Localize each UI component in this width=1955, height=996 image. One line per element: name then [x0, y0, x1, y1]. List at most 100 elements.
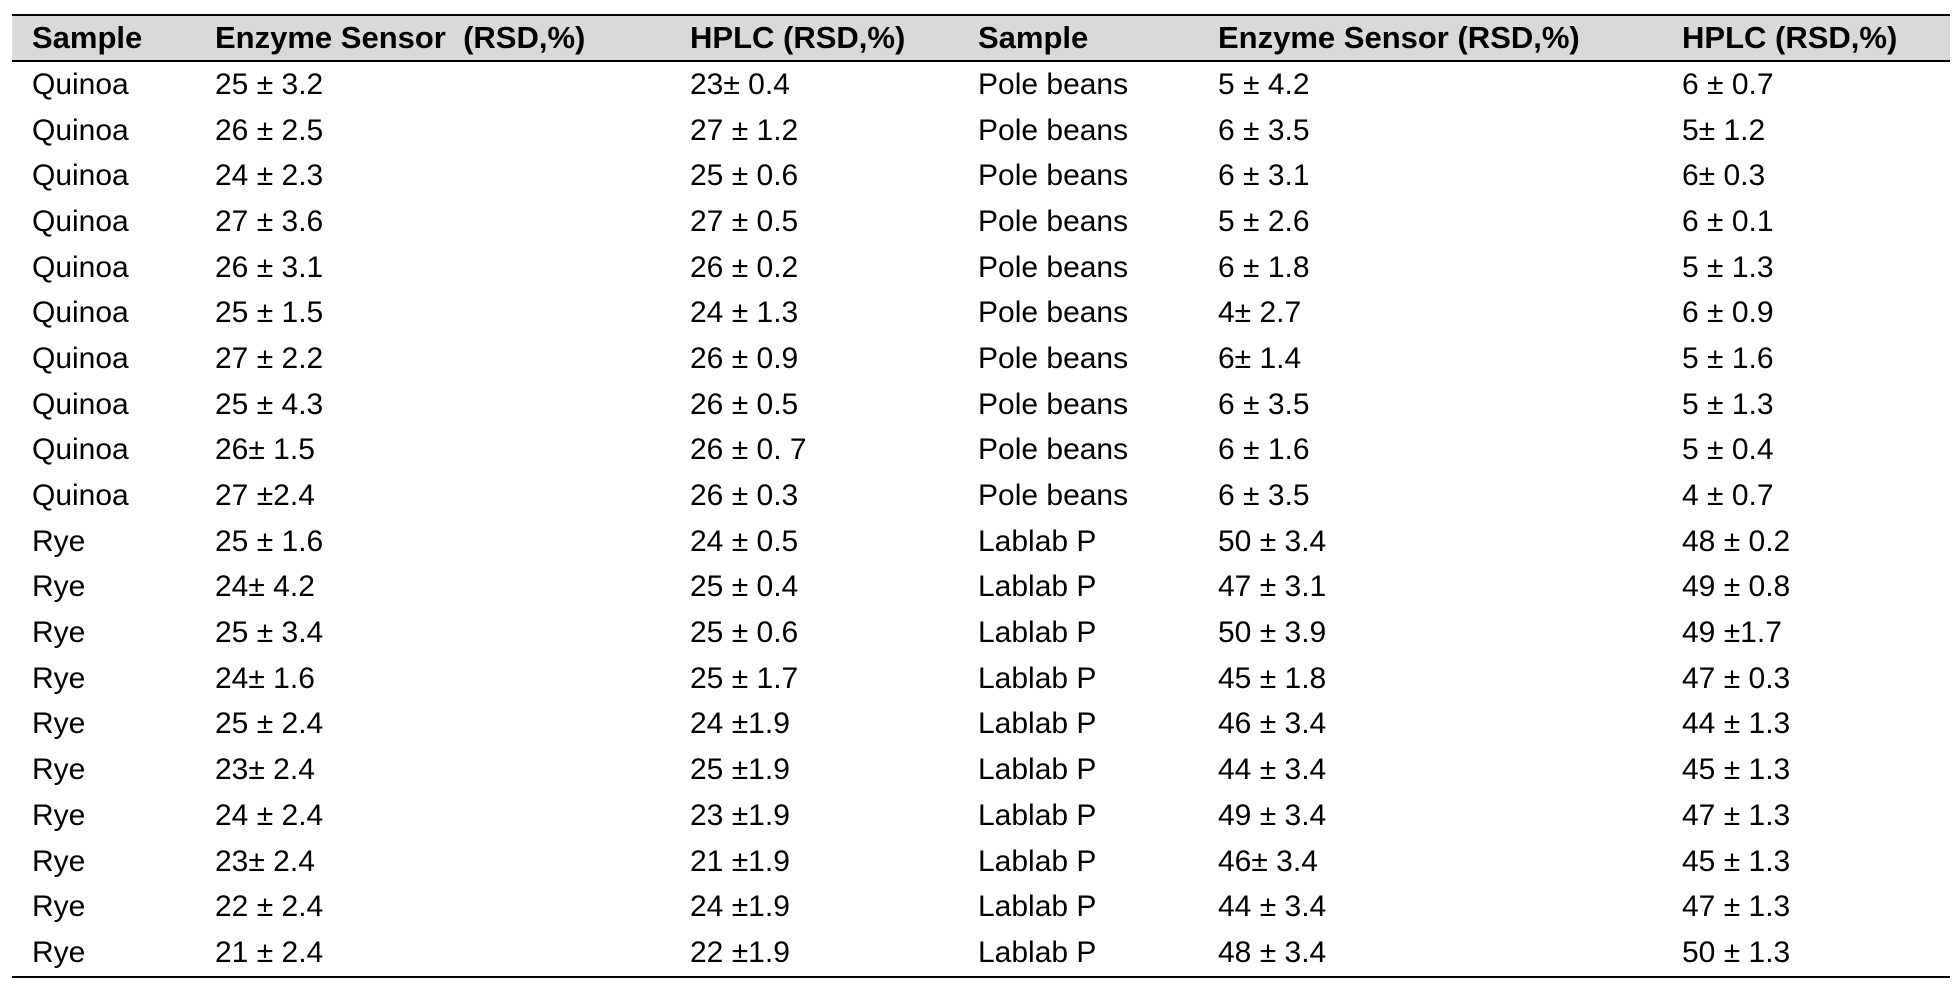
cell-enzyme-sensor-right: 5 ± 4.2	[1218, 67, 1310, 101]
cell-hplc-left: 25 ± 0.6	[690, 616, 799, 650]
table-row: Rye 24± 4.2 25 ± 0.4 Lablab P 47 ± 3.1 49 ± 0…	[12, 565, 1950, 611]
table-row: Quinoa 25 ± 1.5 24 ± 1.3 Pole beans 4± 2.7 6 …	[12, 290, 1950, 336]
cell-hplc-right: 45 ± 1.3	[1682, 753, 1791, 787]
cell-sample-left: Rye	[32, 524, 86, 558]
cell-sample-left: Rye	[32, 570, 86, 604]
cell-enzyme-sensor-left: 27 ±2.4	[215, 479, 315, 513]
header-sample-left: Sample	[12, 14, 195, 62]
table-body: Quinoa 25 ± 3.2 23± 0.4 Pole beans 5 ± 4.2 6 …	[12, 61, 1950, 978]
cell-sample-right: Lablab P	[978, 798, 1097, 832]
cell-hplc-left: 23 ±1.9	[690, 798, 790, 832]
cell-sample-right: Lablab P	[978, 661, 1097, 695]
cell-enzyme-sensor-left: 21 ± 2.4	[195, 930, 670, 978]
cell-enzyme-sensor-left: 26 ± 3.1	[215, 250, 324, 284]
cell-enzyme-sensor-right: 50 ± 3.9	[1218, 616, 1327, 650]
cell-sample-right: Pole beans	[978, 479, 1129, 513]
cell-sample-right: Lablab P	[978, 844, 1097, 878]
cell-hplc-left: 25 ± 1.7	[690, 661, 799, 695]
cell-sample-right: Lablab P	[978, 524, 1097, 558]
cell-hplc-left: 26 ± 0.5	[690, 387, 799, 421]
table-row: Rye 25 ± 1.6 24 ± 0.5 Lablab P 50 ± 3.4 48 ± …	[12, 519, 1950, 565]
cell-enzyme-sensor-left: 23± 2.4	[215, 753, 315, 787]
cell-enzyme-sensor-left: 25 ± 3.4	[215, 616, 324, 650]
cell-sample-left: Rye	[32, 890, 86, 924]
cell-sample-right: Pole beans	[978, 67, 1129, 101]
cell-sample-right: Lablab P	[978, 890, 1097, 924]
cell-sample-right: Pole beans	[978, 159, 1129, 193]
cell-hplc-right: 49 ±1.7	[1682, 616, 1782, 650]
cell-sample-right: Lablab P	[958, 930, 1198, 978]
cell-sample-left: Quinoa	[32, 479, 129, 513]
cell-hplc-right: 5 ± 1.3	[1682, 387, 1774, 421]
cell-hplc-right: 45 ± 1.3	[1682, 844, 1791, 878]
cell-sample-left: Quinoa	[32, 341, 129, 375]
cell-enzyme-sensor-left: 26 ± 2.5	[215, 113, 324, 147]
cell-sample-right: Pole beans	[978, 387, 1129, 421]
table-row: Quinoa 27 ± 2.2 26 ± 0.9 Pole beans 6± 1.4 5 …	[12, 336, 1950, 382]
cell-enzyme-sensor-left: 24 ± 2.3	[215, 159, 324, 193]
table-row: Rye 23± 2.4 25 ±1.9 Lablab P 44 ± 3.4 45 ± 1.…	[12, 747, 1950, 793]
cell-enzyme-sensor-left: 23± 2.4	[215, 844, 315, 878]
cell-hplc-right: 49 ± 0.8	[1682, 570, 1791, 604]
cell-hplc-right: 5 ± 1.6	[1682, 341, 1774, 375]
cell-enzyme-sensor-right: 6 ± 3.5	[1218, 387, 1310, 421]
cell-sample-left: Quinoa	[32, 296, 129, 330]
cell-hplc-left: 24 ±1.9	[690, 890, 790, 924]
cell-sample-right: Lablab P	[978, 753, 1097, 787]
cell-hplc-left: 24 ±1.9	[690, 707, 790, 741]
table-row: Rye 23± 2.4 21 ±1.9 Lablab P 46± 3.4 45 ± 1.3	[12, 839, 1950, 885]
cell-sample-left: Rye	[32, 798, 86, 832]
cell-enzyme-sensor-left: 24± 1.6	[215, 661, 315, 695]
cell-enzyme-sensor-right: 4± 2.7	[1218, 296, 1302, 330]
cell-hplc-left: 27 ± 0.5	[690, 204, 799, 238]
cell-enzyme-sensor-right: 6± 1.4	[1218, 341, 1302, 375]
cell-enzyme-sensor-right: 46 ± 3.4	[1218, 707, 1327, 741]
header-row: Sample Enzyme Sensor (RSD,%) HPLC (RSD,%…	[12, 14, 1950, 62]
cell-enzyme-sensor-right: 6 ± 1.6	[1218, 433, 1310, 467]
cell-hplc-left: 25 ± 0.6	[690, 159, 799, 193]
cell-enzyme-sensor-left: 25 ± 1.6	[215, 524, 324, 558]
cell-hplc-right: 5± 1.2	[1682, 113, 1766, 147]
header-hplc-left: HPLC (RSD,%)	[670, 14, 958, 62]
cell-hplc-right: 5 ± 1.3	[1682, 250, 1774, 284]
cell-enzyme-sensor-right: 6 ± 3.1	[1218, 159, 1310, 193]
cell-hplc-left: 22 ±1.9	[670, 930, 958, 978]
cell-enzyme-sensor-left: 24 ± 2.4	[215, 798, 324, 832]
table-row: Rye 25 ± 2.4 24 ±1.9 Lablab P 46 ± 3.4 44 ± 1…	[12, 702, 1950, 748]
cell-hplc-left: 26 ± 0.9	[690, 341, 799, 375]
cell-enzyme-sensor-right: 6 ± 3.5	[1218, 113, 1310, 147]
cell-sample-left: Quinoa	[32, 113, 129, 147]
cell-hplc-left: 26 ± 0.3	[690, 479, 799, 513]
cell-sample-right: Lablab P	[978, 570, 1097, 604]
table-row: Quinoa 27 ±2.4 26 ± 0.3 Pole beans 6 ± 3.5 4 …	[12, 473, 1950, 519]
cell-enzyme-sensor-right: 47 ± 3.1	[1218, 570, 1327, 604]
cell-enzyme-sensor-left: 25 ± 3.2	[215, 67, 324, 101]
table-row: Quinoa 25 ± 4.3 26 ± 0.5 Pole beans 6 ± 3.5 5…	[12, 382, 1950, 428]
cell-hplc-right: 6± 0.3	[1682, 159, 1766, 193]
cell-hplc-right: 6 ± 0.7	[1682, 67, 1774, 101]
cell-hplc-left: 26 ± 0.2	[690, 250, 799, 284]
cell-sample-left: Quinoa	[32, 159, 129, 193]
cell-sample-right: Pole beans	[978, 113, 1129, 147]
cell-sample-right: Pole beans	[978, 204, 1129, 238]
cell-enzyme-sensor-left: 24± 4.2	[215, 570, 315, 604]
cell-hplc-right: 50 ± 1.3	[1662, 930, 1950, 978]
table-row: Rye 24± 1.6 25 ± 1.7 Lablab P 45 ± 1.8 47 ± 0…	[12, 656, 1950, 702]
cell-sample-right: Pole beans	[978, 296, 1129, 330]
cell-enzyme-sensor-right: 49 ± 3.4	[1218, 798, 1327, 832]
cell-sample-right: Pole beans	[978, 250, 1129, 284]
cell-hplc-right: 48 ± 0.2	[1682, 524, 1791, 558]
cell-sample-left: Quinoa	[32, 387, 129, 421]
table-row: Quinoa 26± 1.5 26 ± 0. 7 Pole beans 6 ± 1.6 5…	[12, 428, 1950, 474]
cell-hplc-right: 47 ± 1.3	[1682, 798, 1791, 832]
cell-enzyme-sensor-left: 27 ± 2.2	[215, 341, 324, 375]
results-table-container: Sample Enzyme Sensor (RSD,%) HPLC (RSD,%…	[12, 14, 1950, 978]
cell-hplc-right: 5 ± 0.4	[1682, 433, 1774, 467]
cell-hplc-left: 27 ± 1.2	[690, 113, 799, 147]
cell-hplc-right: 6 ± 0.1	[1682, 204, 1774, 238]
cell-sample-left: Rye	[32, 844, 86, 878]
cell-sample-right: Lablab P	[978, 707, 1097, 741]
table-row: Quinoa 24 ± 2.3 25 ± 0.6 Pole beans 6 ± 3.1 6…	[12, 153, 1950, 199]
table-row: Quinoa 27 ± 3.6 27 ± 0.5 Pole beans 5 ± 2.6 6…	[12, 199, 1950, 245]
cell-sample-left: Rye	[32, 753, 86, 787]
